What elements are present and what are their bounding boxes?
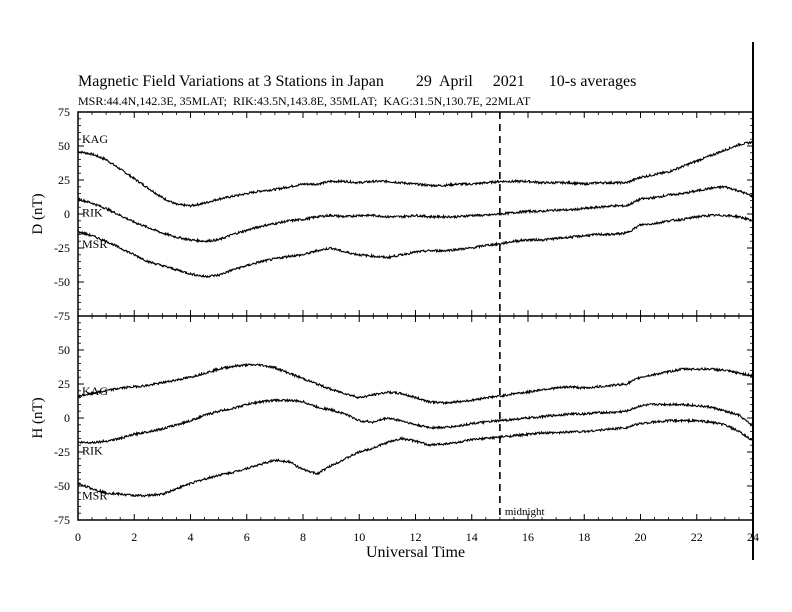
y-tick-label: -25 [54,241,70,255]
y-tick-label: 0 [64,207,70,221]
x-tick-label: 18 [578,530,590,544]
x-tick-label: 4 [188,530,194,544]
y-tick-label: -50 [54,479,70,493]
series-annotation: KAG [82,384,108,398]
series-annotation: RIK [82,444,103,458]
series-annotation: MSR [82,489,107,503]
x-tick-label: 0 [75,530,81,544]
x-tick-label: 16 [522,530,534,544]
y-tick-label: -75 [54,513,70,527]
x-tick-label: 2 [131,530,137,544]
y-tick-label: 50 [58,343,70,357]
chart-title: Magnetic Field Variations at 3 Stations … [78,73,637,90]
y-tick-label: 25 [58,377,70,391]
midnight-label: midnight [505,506,545,518]
y-tick-label: -50 [54,275,70,289]
series-annotation: KAG [82,132,108,146]
x-tick-label: 6 [244,530,250,544]
y-tick-label: 75 [58,105,70,119]
x-tick-label: 20 [635,530,647,544]
y-tick-label: -75 [54,309,70,323]
chart-ticks [77,111,754,521]
x-tick-label: 12 [410,530,422,544]
y-tick-label: -25 [54,445,70,459]
series-line-msr [77,417,754,499]
chart-subtitle: MSR:44.4N,142.3E, 35MLAT; RIK:43.5N,143.… [78,94,531,108]
series-line-msr [77,213,754,279]
y-tick-label: 50 [58,139,70,153]
series-line-kag [77,362,754,405]
y-tick-label: 25 [58,173,70,187]
chart-frame [77,42,754,560]
series-annotation: RIK [82,206,103,220]
y-tick-label: 0 [64,411,70,425]
chart-labels: -75 -50 -25 0 25 50 75 D (nT) KAG RIK MSR -75 -50 -25… [30,105,759,561]
x-tick-label: 22 [691,530,703,544]
series-line-rik [77,397,754,445]
y-axis-label: D (nT) [30,193,46,234]
chart-series [77,112,754,520]
series-annotation: MSR [82,237,107,251]
x-axis-label: Universal Time [366,544,465,561]
x-tick-label: 8 [300,530,306,544]
y-axis-label: H (nT) [30,397,46,438]
x-tick-label: 10 [353,530,365,544]
x-tick-label: 14 [466,530,478,544]
series-line-rik [77,184,754,244]
x-tick-label: 24 [747,530,759,544]
series-line-kag [77,140,754,208]
